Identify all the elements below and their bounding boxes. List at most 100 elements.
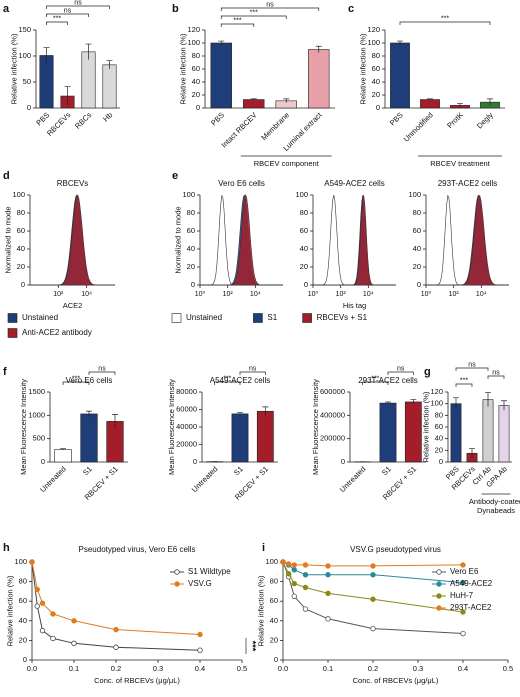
panel-label: a bbox=[3, 3, 10, 15]
x-tick-label: Degly bbox=[475, 110, 495, 130]
y-axis-label: Relative infection (%) bbox=[358, 33, 367, 104]
y-axis-label: Normalized to mode bbox=[173, 206, 182, 273]
x-tick-label: 10² bbox=[449, 291, 460, 298]
data-point bbox=[460, 609, 466, 615]
data-point bbox=[34, 603, 40, 609]
data-point bbox=[325, 572, 331, 578]
y-tick-label: 40 bbox=[300, 244, 308, 253]
data-point bbox=[197, 647, 203, 653]
x-tick-label: 0.4 bbox=[458, 664, 468, 673]
error-bar bbox=[315, 45, 322, 53]
histogram-curve bbox=[200, 194, 283, 286]
significance-label: *** bbox=[72, 375, 80, 382]
y-tick-label: 40 bbox=[372, 77, 380, 86]
error-bar bbox=[427, 98, 433, 101]
data-point bbox=[291, 593, 297, 599]
y-tick-label: 60 bbox=[17, 226, 25, 235]
error-bar bbox=[457, 103, 463, 108]
x-tick-label: 10⁴ bbox=[363, 291, 374, 298]
y-tick-label: 20 bbox=[187, 262, 195, 271]
legend-swatch bbox=[302, 313, 312, 323]
x-tick-label: Unmodified bbox=[402, 110, 435, 143]
x-tick-label: Untreated bbox=[38, 464, 68, 494]
bar bbox=[210, 42, 232, 109]
x-axis-label: RBCEV treatment bbox=[430, 159, 491, 168]
y-tick-label: 100 bbox=[12, 190, 25, 199]
significance-bracket bbox=[487, 375, 505, 379]
significance-label: ns bbox=[397, 365, 405, 372]
error-bar bbox=[64, 86, 71, 106]
significance-bracket bbox=[88, 371, 116, 375]
x-tick-label: Membrane bbox=[259, 110, 291, 142]
y-tick-label: 40 bbox=[413, 244, 421, 253]
data-point bbox=[291, 567, 297, 573]
bar bbox=[256, 410, 274, 463]
error-bar bbox=[218, 40, 225, 45]
y-tick-label: 100 bbox=[367, 38, 380, 47]
y-tick-label: 100 bbox=[265, 557, 278, 566]
significance-label: ns bbox=[492, 369, 500, 376]
legend-label: VSV.G bbox=[188, 579, 212, 588]
significance-label: *** bbox=[441, 15, 449, 22]
data-point bbox=[460, 579, 466, 586]
y-tick-label: 20 bbox=[300, 262, 308, 271]
x-tick-label: S1 bbox=[81, 464, 94, 477]
legend-marker bbox=[436, 581, 442, 587]
y-tick-label: 500 bbox=[32, 434, 45, 443]
y-tick-label: 60 bbox=[413, 226, 421, 235]
x-axis-label: His tag bbox=[343, 301, 366, 310]
bar bbox=[308, 49, 330, 109]
bar bbox=[379, 402, 397, 463]
histogram-curve bbox=[426, 194, 509, 286]
y-tick-label: 80 bbox=[372, 51, 380, 60]
y-axis-label: Relative infection (%) bbox=[9, 33, 18, 104]
y-tick-label: 60 bbox=[300, 226, 308, 235]
y-tick-label: 0 bbox=[341, 457, 345, 466]
error-bar bbox=[262, 406, 269, 416]
y-tick-label: 120 bbox=[187, 25, 200, 34]
panel-title: 293T-ACE2 cells bbox=[438, 179, 498, 188]
significance-bracket bbox=[455, 367, 489, 371]
data-point bbox=[370, 596, 376, 602]
data-point bbox=[34, 586, 40, 593]
y-axis-label: Relative infection (%) bbox=[256, 575, 265, 646]
data-point bbox=[325, 590, 331, 597]
y-tick-label: 100 bbox=[187, 38, 200, 47]
y-tick-label: 80 bbox=[435, 410, 443, 419]
y-axis-label: Mean Fluorescence Intensity bbox=[19, 379, 28, 475]
bar bbox=[420, 99, 440, 109]
legend-swatch bbox=[7, 328, 18, 338]
y-axis-label: Mean Fluorescence Intensity bbox=[167, 379, 176, 475]
y-tick-label: 40 bbox=[192, 77, 200, 86]
legend-label: A549-ACE2 bbox=[450, 579, 493, 588]
error-bar bbox=[43, 47, 50, 64]
y-tick-label: 40 bbox=[270, 616, 278, 625]
data-point bbox=[460, 562, 466, 568]
legend-marker bbox=[174, 581, 180, 587]
data-point bbox=[280, 559, 286, 565]
y-tick-label: 40 bbox=[187, 244, 195, 253]
legend-label: Anti-ACE2 antibody bbox=[22, 328, 92, 337]
bar bbox=[231, 413, 249, 463]
x-tick-label: 0.1 bbox=[323, 664, 333, 673]
y-tick-label: 20 bbox=[413, 262, 421, 271]
histogram-curve bbox=[426, 194, 509, 286]
error-bar bbox=[385, 401, 391, 405]
panel-title: 293T-ACE2 cells bbox=[358, 376, 418, 385]
x-tick-label: PBS bbox=[209, 110, 226, 127]
panel-label: h bbox=[3, 542, 10, 554]
significance-label: ns bbox=[468, 361, 476, 368]
data-point bbox=[71, 640, 77, 647]
error-bar bbox=[453, 397, 459, 410]
y-tick-label: 20 bbox=[17, 262, 25, 271]
data-point bbox=[29, 559, 35, 565]
data-point bbox=[325, 616, 331, 622]
x-tick-label: 0.4 bbox=[195, 664, 205, 673]
x-tick-label: 10⁰ bbox=[308, 290, 319, 298]
x-tick-label: 10⁰ bbox=[421, 290, 432, 298]
y-tick-label: 40 bbox=[435, 434, 443, 443]
data-point bbox=[39, 627, 46, 634]
y-tick-label: 0 bbox=[196, 103, 200, 112]
data-point bbox=[370, 625, 376, 632]
data-point bbox=[71, 618, 77, 624]
